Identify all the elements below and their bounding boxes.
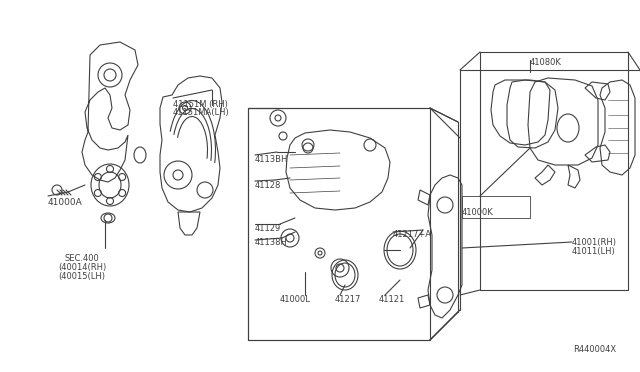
- Text: 4113BH: 4113BH: [255, 155, 289, 164]
- Text: 41000A: 41000A: [48, 198, 83, 207]
- Text: (40015(LH): (40015(LH): [58, 272, 106, 281]
- Text: 41138H: 41138H: [255, 238, 288, 247]
- Text: 41000L: 41000L: [280, 295, 310, 304]
- Text: 41121: 41121: [379, 295, 405, 304]
- Text: 41128: 41128: [255, 181, 282, 190]
- Text: 41080K: 41080K: [530, 58, 562, 67]
- Text: R440004X: R440004X: [573, 345, 616, 354]
- Text: 41217+A: 41217+A: [393, 230, 432, 239]
- Bar: [462, 196, 530, 218]
- Text: 41129: 41129: [255, 224, 281, 233]
- Text: SEC.400: SEC.400: [65, 254, 99, 263]
- Text: 41011(LH): 41011(LH): [572, 247, 616, 256]
- Text: 41151MA(LH): 41151MA(LH): [173, 108, 230, 117]
- Text: 41001(RH): 41001(RH): [572, 238, 617, 247]
- Text: (40014(RH): (40014(RH): [58, 263, 106, 272]
- Text: 41000K: 41000K: [462, 208, 493, 217]
- Text: 41151M (RH): 41151M (RH): [173, 100, 228, 109]
- Text: 41217: 41217: [335, 295, 361, 304]
